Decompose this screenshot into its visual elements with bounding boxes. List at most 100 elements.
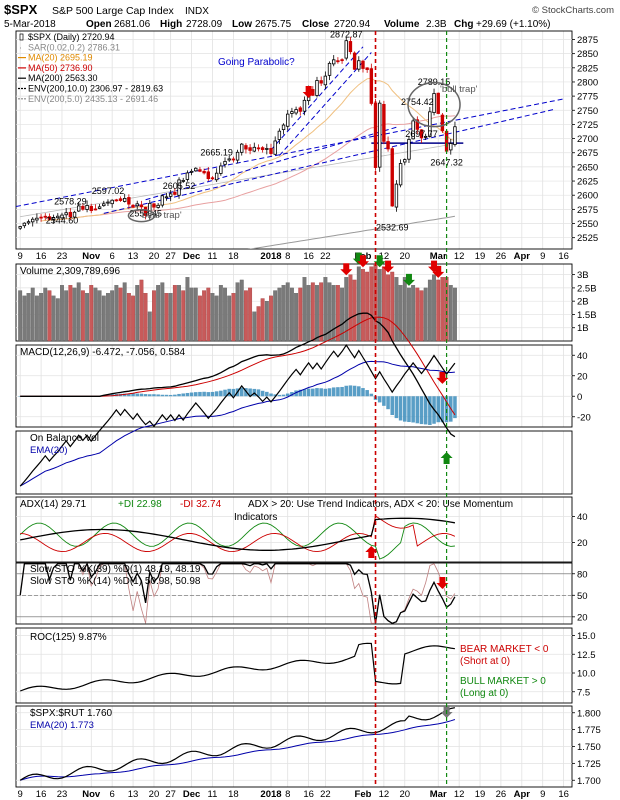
volume-bar — [239, 279, 244, 342]
volume-bar — [277, 287, 282, 342]
volume-bar — [394, 277, 399, 342]
candle-body — [423, 135, 428, 138]
sto-panel-frame — [15, 562, 573, 625]
volume-arrow-down-icon — [373, 255, 386, 268]
volume-bar — [76, 282, 81, 342]
volume-bar — [448, 285, 453, 342]
adx-mdi-line — [20, 515, 456, 553]
candle-body — [198, 169, 202, 172]
ratio-y-tick-label: 1.750 — [577, 742, 601, 753]
macd-arrow-down-icon — [436, 371, 449, 384]
bottom-x-tick-label: 6 — [110, 789, 115, 800]
volume-arrow-down-icon — [382, 260, 395, 273]
legend-item-label: MA(200) 2563.30 — [28, 73, 98, 83]
candle-body — [394, 183, 399, 208]
macd-histogram-bar — [369, 393, 374, 397]
volume-bar — [143, 293, 148, 342]
candle-body — [240, 143, 244, 153]
candle-body — [173, 191, 177, 195]
price-x-tick-label: 12 — [454, 251, 465, 262]
macd-histogram-bar — [265, 391, 269, 397]
candle-body — [378, 102, 382, 168]
price-y-tick-label: 2675 — [577, 148, 598, 159]
candle-body — [361, 60, 365, 69]
volume-bar — [89, 285, 94, 342]
volume-bar — [60, 285, 64, 342]
price-x-tick-label: 11 — [208, 251, 218, 262]
price-x-tick-label: 26 — [496, 251, 507, 262]
macd-histogram-bar — [344, 385, 349, 397]
price-y-tick-label: 2875 — [577, 35, 598, 46]
volume-bar — [252, 311, 257, 342]
ratio-ema-line — [20, 719, 456, 781]
candle-body — [102, 203, 106, 207]
volume-y-tick-label: 3B — [577, 270, 589, 281]
volume-bar — [327, 282, 332, 342]
bottom-x-tick-label: 20 — [399, 789, 410, 800]
macd-histogram-bar — [386, 396, 390, 410]
candle-body — [47, 216, 52, 220]
bear-trap-annotation: 'bear trap' — [140, 210, 182, 221]
bottom-x-tick-label: 22 — [320, 789, 331, 800]
macd-histogram-bar — [260, 390, 265, 397]
candle-body — [290, 111, 294, 114]
volume-bar — [156, 285, 161, 342]
candle-body — [152, 203, 156, 208]
macd-histogram-bar — [285, 393, 290, 397]
candle-body — [168, 193, 173, 197]
volume-bar — [340, 287, 345, 342]
candle-body — [18, 226, 22, 229]
roc-panel-title: ROC(125) 9.87% — [30, 632, 107, 643]
volume-bar — [260, 298, 265, 342]
macd-histogram-bar — [382, 396, 386, 406]
macd-histogram-bar — [239, 387, 244, 397]
price-x-tick-label: 13 — [128, 251, 139, 262]
macd-histogram-bar — [348, 385, 353, 397]
macd-histogram-bar — [122, 393, 127, 397]
candle-body — [93, 208, 98, 211]
volume-value: 2.3B — [426, 19, 447, 30]
candle-body — [64, 212, 68, 216]
price-x-tick-label: 9 — [18, 251, 23, 262]
macd-panel-title: MACD(12,26,9) -6.472, -7.056, 0.584 — [20, 347, 186, 358]
volume-bar — [164, 293, 169, 342]
volume-bar — [281, 285, 286, 342]
macd-histogram-bar — [377, 396, 382, 403]
candle-body — [449, 143, 453, 151]
volume-bar — [68, 285, 73, 342]
price-y-tick-label: 2625 — [577, 177, 598, 188]
price-x-tick-label: 8 — [285, 251, 290, 262]
macd-histogram-bar — [214, 391, 219, 397]
macd-histogram-bar — [168, 394, 173, 397]
candle-body — [114, 199, 119, 202]
candle-body — [202, 170, 206, 174]
macd-histogram-bar — [315, 388, 319, 397]
volume-bar — [390, 271, 395, 342]
candle-body — [327, 62, 332, 76]
volume-bar — [289, 287, 294, 342]
candle-body — [156, 204, 160, 208]
sto-y-tick-label: 80 — [577, 569, 588, 580]
obv-panel-frame — [15, 430, 573, 495]
volume-bar — [440, 277, 445, 342]
price-label: 2647.32 — [430, 157, 463, 167]
volume-bar — [402, 277, 407, 342]
trend-line — [145, 126, 397, 201]
bottom-x-tick-label: Mar — [430, 789, 447, 800]
macd-histogram-bar — [453, 396, 457, 419]
volume-bar — [315, 285, 319, 342]
volume-bar — [227, 295, 232, 342]
bottom-x-tick-label: 27 — [165, 789, 176, 800]
price-x-tick-label: 16 — [303, 251, 314, 262]
ratio-y-tick-label: 1.700 — [577, 776, 601, 787]
volume-bar — [72, 287, 77, 342]
macd-histogram-bar — [160, 394, 165, 397]
volume-bar — [294, 293, 299, 342]
candle-body — [352, 52, 357, 70]
candle-body — [56, 215, 60, 219]
volume-bar — [172, 285, 177, 342]
chg-value: +29.69 (+1.10%) — [476, 19, 551, 30]
macd-histogram-bar — [340, 386, 344, 397]
bottom-x-tick-label: Dec — [183, 789, 200, 800]
candle-body — [281, 124, 286, 131]
